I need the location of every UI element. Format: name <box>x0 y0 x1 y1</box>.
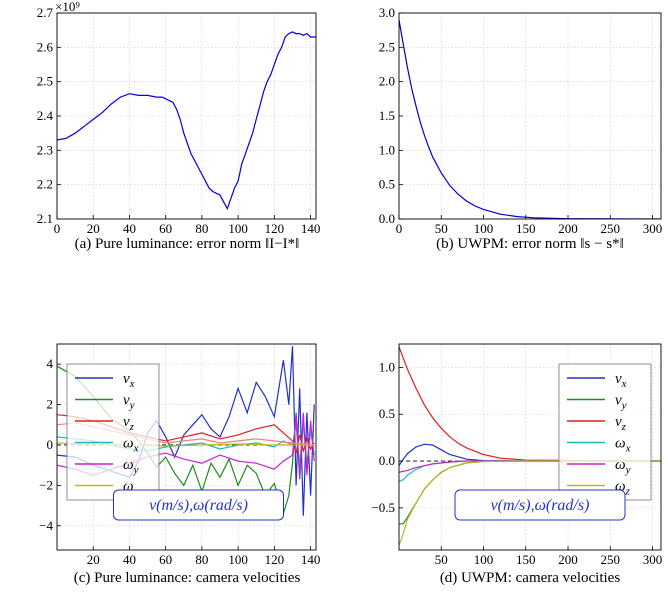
x-tick-label: 0 <box>396 221 403 236</box>
x-tick-label: 50 <box>435 221 448 236</box>
legend-label: ωx <box>123 436 139 455</box>
x-tick-label: 50 <box>435 552 448 567</box>
y-tick-label: 4 <box>47 356 54 371</box>
legend-label: vy <box>615 393 627 412</box>
y-tick-label: 3.0 <box>379 5 395 20</box>
x-tick-label: 100 <box>228 552 248 567</box>
x-tick-label: 100 <box>228 221 248 236</box>
annotation-box <box>454 489 626 521</box>
legend-box <box>66 363 160 501</box>
chart-panel-0: 0 20 40 60 80 100 120 140 2.1 2.2 2.3 2.4 2.5 2.6 2.7 ×… <box>37 0 321 252</box>
x-tick-label: 250 <box>601 552 621 567</box>
y-tick-label: 0.0 <box>379 211 395 226</box>
legend-label: vx <box>123 371 135 390</box>
chart-caption: (c) Pure luminance: camera velocities <box>74 570 301 586</box>
legend-label: vz <box>615 414 627 433</box>
series-line-0 <box>399 19 661 219</box>
x-tick-label: 80 <box>195 221 208 236</box>
legend-label: ωy <box>123 457 139 476</box>
x-tick-label: 80 <box>195 552 208 567</box>
x-tick-label: 200 <box>558 221 578 236</box>
legend-label: vz <box>123 414 135 433</box>
x-tick-label: 0 <box>54 221 61 236</box>
legend-label: vx <box>615 371 627 390</box>
x-tick-label: 60 <box>159 221 172 236</box>
x-tick-label: 60 <box>159 552 172 567</box>
x-tick-label: 40 <box>123 552 136 567</box>
y-tick-label: −0.5 <box>371 500 395 515</box>
annotation-box <box>113 489 284 521</box>
legend-box <box>558 363 652 501</box>
chart-panel-1: 0 50 100 150 200 250 300 0.0 0.5 1.0 1.5 2.0 2.5 3.0 (… <box>379 5 663 252</box>
x-tick-label: 200 <box>558 552 578 567</box>
annotation-text: v(m/s),ω(rad/s) <box>149 497 248 514</box>
x-tick-label: 120 <box>265 221 285 236</box>
series-line-vz <box>399 346 661 462</box>
y-tick-label: 0 <box>47 437 54 452</box>
y-tick-label: −2 <box>39 477 53 492</box>
y-tick-label: 0.5 <box>379 177 395 192</box>
x-tick-label: 250 <box>601 221 621 236</box>
series-line-0 <box>57 31 316 211</box>
y-tick-label: 2.0 <box>379 74 395 89</box>
y-tick-label: 2.3 <box>37 142 53 157</box>
y-tick-label: 2.1 <box>37 211 53 226</box>
y-tick-label: 2.4 <box>37 108 54 123</box>
y-tick-label: 0.5 <box>379 406 395 421</box>
y-offset-label: ×10⁹ <box>55 0 80 14</box>
x-tick-label: 300 <box>643 552 663 567</box>
series-line-z <box>399 460 661 546</box>
y-tick-label: 2 <box>47 397 54 412</box>
y-tick-label: −4 <box>39 518 53 533</box>
x-tick-label: 20 <box>87 552 100 567</box>
y-tick-label: 1.0 <box>379 142 395 157</box>
plot-frame <box>398 343 662 551</box>
y-tick-label: 1.5 <box>379 108 395 123</box>
x-tick-label: 100 <box>474 552 494 567</box>
x-tick-label: 120 <box>265 552 285 567</box>
y-tick-label: 2.7 <box>37 5 54 20</box>
x-tick-label: 300 <box>643 221 663 236</box>
y-tick-label: 2.5 <box>37 74 53 89</box>
legend: vx vy vz ωx ωy ωz <box>558 363 652 501</box>
y-tick-label: 2.2 <box>37 177 53 192</box>
x-tick-label: 20 <box>87 221 100 236</box>
y-tick-label: 1.0 <box>379 359 395 374</box>
x-tick-label: 140 <box>301 552 321 567</box>
annotation-text: v(m/s),ω(rad/s) <box>491 497 590 514</box>
legend-label: ωy <box>615 457 631 476</box>
chart-caption: (a) Pure luminance: error norm ‖I−I*‖ <box>75 236 300 252</box>
chart-panel-3: 50 100 150 200 250 300 −0.5 0.0 0.5 1.0 vx vy vz ωx ωy… <box>371 343 663 586</box>
legend-label: vy <box>123 393 135 412</box>
y-tick-label: 2.6 <box>37 39 54 54</box>
legend-label: ωz <box>615 479 631 498</box>
x-tick-label: 100 <box>474 221 494 236</box>
x-tick-label: 150 <box>516 221 536 236</box>
x-tick-label: 40 <box>123 221 136 236</box>
x-tick-label: 140 <box>301 221 321 236</box>
y-tick-label: 0.0 <box>379 453 395 468</box>
x-tick-label: 150 <box>516 552 536 567</box>
y-tick-label: 2.5 <box>379 39 395 54</box>
legend-label: ωx <box>615 436 631 455</box>
chart-caption: (b) UWPM: error norm ‖s − s*‖ <box>436 236 624 252</box>
chart-panel-2: 20406080100120140−4−2024vxvyvzωxωyωzv(m/… <box>39 343 321 586</box>
chart-caption: (d) UWPM: camera velocities <box>440 570 621 586</box>
plot-frame <box>56 343 317 551</box>
